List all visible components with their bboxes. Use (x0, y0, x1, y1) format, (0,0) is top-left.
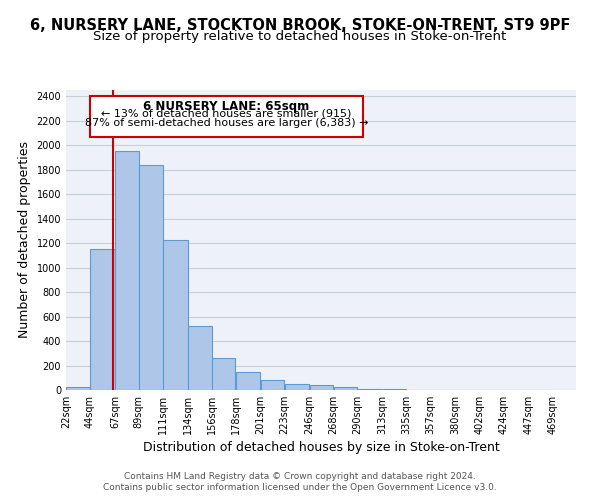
Bar (358, 389, 382, 390)
Bar (310, 386, 334, 390)
Bar (212, 358, 235, 390)
Text: ← 13% of detached houses are smaller (915): ← 13% of detached houses are smaller (91… (101, 108, 352, 118)
Bar (66, 387, 90, 390)
Bar (236, 372, 260, 390)
Bar (163, 240, 188, 390)
Text: Size of property relative to detached houses in Stoke-on-Trent: Size of property relative to detached ho… (94, 30, 506, 43)
Text: Contains HM Land Registry data © Crown copyright and database right 2024.: Contains HM Land Registry data © Crown c… (124, 472, 476, 481)
FancyBboxPatch shape (90, 96, 363, 137)
X-axis label: Distribution of detached houses by size in Stoke-on-Trent: Distribution of detached houses by size … (143, 441, 499, 454)
Bar (334, 386, 357, 390)
Bar (115, 151, 139, 390)
Bar (139, 164, 163, 390)
Y-axis label: Number of detached properties: Number of detached properties (18, 142, 31, 338)
Text: 6 NURSERY LANE: 65sqm: 6 NURSERY LANE: 65sqm (143, 100, 310, 113)
Bar (90, 249, 115, 390)
Text: 6, NURSERY LANE, STOCKTON BROOK, STOKE-ON-TRENT, ST9 9PF: 6, NURSERY LANE, STOCKTON BROOK, STOKE-O… (30, 18, 570, 32)
Bar (261, 380, 284, 390)
Text: Contains public sector information licensed under the Open Government Licence v3: Contains public sector information licen… (103, 484, 497, 492)
Text: 87% of semi-detached houses are larger (6,383) →: 87% of semi-detached houses are larger (… (85, 118, 368, 128)
Bar (188, 326, 212, 390)
Bar (285, 384, 310, 390)
